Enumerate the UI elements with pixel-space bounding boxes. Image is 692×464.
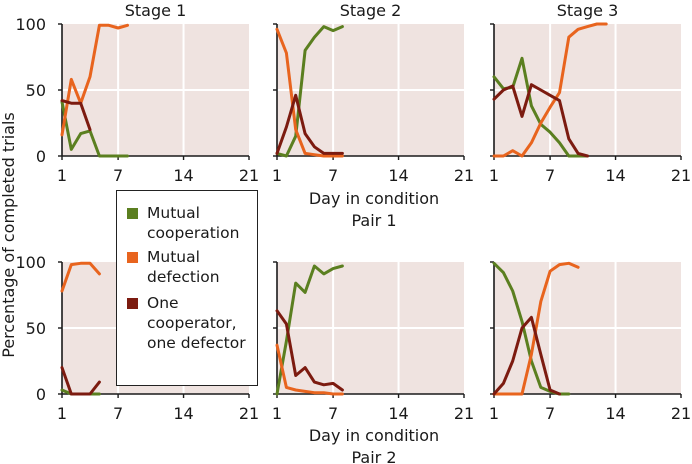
panel-2-3: 1 7 14 21 [489,261,691,423]
series-line-one-each [60,99,92,132]
y-axis-label: Percentage of completed trials [0,112,18,357]
x-tick-label: 1 [272,404,282,423]
x-tick-label: 1 [489,404,499,423]
legend-swatch-defection [127,252,138,263]
x-tick-label: 21 [239,166,259,185]
legend-item-defection: Mutual defection [127,247,255,287]
panel-1-1: 1 7 14 21 0 50 100 Stage 1 [15,1,259,185]
x-tick-label: 21 [454,166,474,185]
y-tick-label: 50 [26,319,46,338]
y-tick-label: 0 [36,147,46,166]
y-tick-label: 100 [15,15,46,34]
x-tick-label: 21 [671,404,691,423]
x-tick-label: 7 [328,166,338,185]
stage-title: Stage 3 [557,1,619,20]
legend-item-one-each: One cooperator, one defector [127,293,255,353]
series-line-defection [492,22,608,158]
stage-title: Stage 2 [340,1,402,20]
panel-2-2: 1 7 14 21 [272,261,474,423]
series-line-cooperation [60,100,129,158]
legend-item-cooperation: Mutual cooperation [127,203,255,243]
x-tick-label: 14 [605,166,625,185]
y-tick-label: 0 [36,385,46,404]
pair-label-row2: Pair 2 [351,448,396,464]
panel-1-2: 1 7 14 21 Stage 2 [272,1,474,185]
pair-label-row1: Pair 1 [351,211,396,230]
series-line-one-each [275,309,344,392]
x-tick-label: 1 [272,166,282,185]
x-tick-label: 21 [671,166,691,185]
series-line-one-each [275,93,344,155]
x-axis-label-row1: Day in condition [309,189,439,208]
legend: Mutual cooperation Mutual defection One … [116,190,258,386]
legend-swatch-cooperation [127,208,138,219]
stage-title: Stage 1 [125,1,187,20]
series-line-defection [275,27,344,158]
x-tick-label: 14 [173,166,193,185]
series-line-one-each [60,366,101,396]
x-tick-label: 7 [113,166,123,185]
legend-label-defection: Mutual defection [147,248,220,286]
y-tick-label: 50 [26,81,46,100]
x-tick-label: 21 [239,404,259,423]
x-tick-label: 1 [489,166,499,185]
legend-label-cooperation: Mutual cooperation [147,204,240,242]
legend-swatch-one-each [127,298,138,309]
x-tick-label: 14 [388,166,408,185]
x-tick-label: 7 [113,404,123,423]
series-line-defection [492,261,580,396]
x-tick-label: 7 [328,404,338,423]
x-tick-label: 14 [605,404,625,423]
x-tick-label: 14 [388,404,408,423]
x-tick-label: 1 [57,166,67,185]
x-tick-label: 14 [173,404,193,423]
x-tick-label: 7 [545,166,555,185]
panel-1-3: 1 7 14 21 Stage 3 [489,1,691,185]
legend-label-one-each: One cooperator, one defector [147,294,246,352]
y-tick-label: 100 [15,253,46,272]
series-line-defection [275,343,344,396]
series-line-defection [60,261,101,293]
series-line-defection [60,23,129,137]
x-tick-label: 7 [545,404,555,423]
series-line-one-each [492,315,561,396]
x-tick-label: 1 [57,404,67,423]
x-tick-label: 21 [454,404,474,423]
series-line-cooperation [275,25,344,158]
series-line-one-each [492,83,589,158]
x-axis-label-row2: Day in condition [309,426,439,445]
